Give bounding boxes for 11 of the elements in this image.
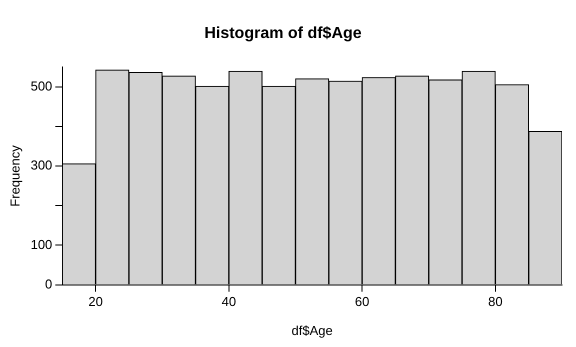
x-tick-label: 40 bbox=[222, 294, 236, 310]
x-tick-label: 80 bbox=[488, 294, 503, 310]
y-tick-label: 300 bbox=[30, 158, 52, 173]
y-tick-label: 100 bbox=[30, 236, 52, 252]
x-tick-label: 20 bbox=[88, 294, 103, 310]
x-axis-title: df$Age bbox=[292, 322, 333, 338]
x-tick-label: 60 bbox=[354, 294, 370, 310]
y-tick-label: 0 bbox=[45, 276, 52, 292]
y-tick-label: 500 bbox=[30, 78, 52, 94]
chart-title: Histogram of df$Age bbox=[204, 25, 362, 42]
y-axis-title: Frequency bbox=[7, 144, 22, 207]
